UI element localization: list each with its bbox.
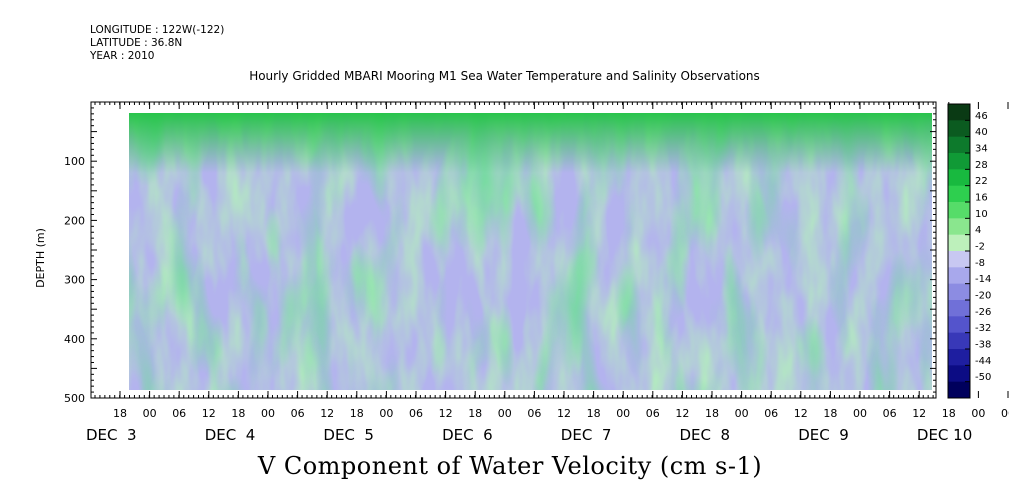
x-day-label: DEC 7 bbox=[561, 426, 612, 444]
x-day-label: DEC 3 bbox=[86, 426, 137, 444]
x-hour-label: 18 bbox=[231, 407, 245, 420]
x-hour-label: 00 bbox=[616, 407, 630, 420]
colorbar-segment bbox=[948, 185, 970, 203]
x-hour-label: 06 bbox=[409, 407, 423, 420]
colorbar-level-label: -38 bbox=[975, 340, 991, 351]
x-axis: 18 00 06 12 18 00 06 12 18 00 06 12 18 00 06 12 18 00 06 12… bbox=[86, 102, 1009, 444]
chart-title: Hourly Gridded MBARI Mooring M1 Sea Wate… bbox=[249, 69, 760, 83]
colorbar-segment bbox=[948, 267, 970, 285]
x-day-label: DEC 5 bbox=[323, 426, 374, 444]
colorbar-segment bbox=[948, 120, 970, 138]
colorbar-level-label: 28 bbox=[975, 160, 988, 171]
colorbar-segment bbox=[948, 283, 970, 301]
x-day-label: DEC 10 bbox=[917, 426, 972, 444]
colorbar-segment bbox=[948, 202, 970, 219]
x-hour-label: 06 bbox=[764, 407, 778, 420]
x-hour-label: 12 bbox=[675, 407, 689, 420]
x-hour-label: 06 bbox=[883, 407, 897, 420]
x-hour-label: 06 bbox=[646, 407, 660, 420]
y-tick-label: 200 bbox=[64, 214, 85, 227]
colorbar-segment bbox=[948, 349, 970, 366]
colorbar-segment bbox=[948, 218, 970, 236]
heatmap-plot-area bbox=[91, 102, 936, 398]
x-hour-label: 06 bbox=[1001, 407, 1009, 420]
x-hour-label: 06 bbox=[172, 407, 186, 420]
x-hour-label: 12 bbox=[202, 407, 216, 420]
colorbar: 46 40 34 28 22 16 10 4 -2 -8 -14 -20 -26 -32 -38 -44 -50 bbox=[947, 103, 991, 399]
main-title: V Component of Water Velocity (cm s-1) bbox=[257, 452, 763, 480]
colorbar-level-label: 46 bbox=[975, 111, 988, 122]
x-day-label: DEC 4 bbox=[205, 426, 256, 444]
x-hour-label: 12 bbox=[557, 407, 571, 420]
x-hour-label: 06 bbox=[527, 407, 541, 420]
colorbar-level-label: -8 bbox=[975, 258, 985, 269]
x-day-label: DEC 6 bbox=[442, 426, 493, 444]
x-hour-label: 12 bbox=[439, 407, 453, 420]
colorbar-level-label: 4 bbox=[975, 225, 981, 236]
colorbar-segment bbox=[948, 365, 970, 383]
x-hour-label: 18 bbox=[705, 407, 719, 420]
colorbar-level-label: 34 bbox=[975, 144, 988, 155]
y-axis-label: DEPTH (m) bbox=[34, 228, 47, 288]
colorbar-level-label: -2 bbox=[975, 242, 985, 253]
colorbar-segment bbox=[948, 300, 970, 317]
x-hour-label: 12 bbox=[794, 407, 808, 420]
x-hour-label: 00 bbox=[735, 407, 749, 420]
colorbar-level-label: -44 bbox=[975, 356, 991, 367]
colorbar-level-label: -32 bbox=[975, 323, 991, 334]
colorbar-segment bbox=[948, 136, 970, 154]
longitude-label: LONGITUDE : 122W(-122) bbox=[90, 24, 225, 36]
x-hour-label: 00 bbox=[853, 407, 867, 420]
colorbar-segment bbox=[948, 316, 970, 334]
y-axis: 100 200 300 400 500 DEPTH (m) bbox=[34, 101, 936, 405]
x-hour-label: 18 bbox=[942, 407, 956, 420]
x-hour-label: 00 bbox=[261, 407, 275, 420]
x-hour-label: 00 bbox=[379, 407, 393, 420]
colorbar-segment bbox=[948, 381, 970, 399]
colorbar-level-label: 16 bbox=[975, 193, 988, 204]
colorbar-segment bbox=[948, 169, 970, 187]
x-hour-label: 00 bbox=[971, 407, 985, 420]
y-tick-label: 100 bbox=[64, 155, 85, 168]
colorbar-level-label: 40 bbox=[975, 127, 988, 138]
colorbar-level-label: -14 bbox=[975, 274, 991, 285]
latitude-label: LATITUDE : 36.8N bbox=[90, 37, 183, 49]
x-hour-label: 00 bbox=[143, 407, 157, 420]
surface-positive-layer bbox=[129, 113, 932, 173]
colorbar-level-label: 22 bbox=[975, 176, 988, 187]
y-tick-label: 400 bbox=[64, 333, 85, 346]
x-day-label: DEC 9 bbox=[798, 426, 849, 444]
x-hour-label: 12 bbox=[320, 407, 334, 420]
x-hour-label: 18 bbox=[113, 407, 127, 420]
x-day-label: DEC 8 bbox=[680, 426, 731, 444]
colorbar-level-label: -26 bbox=[975, 307, 991, 318]
x-hour-label: 00 bbox=[498, 407, 512, 420]
year-label: YEAR : 2010 bbox=[90, 50, 155, 62]
x-hour-label: 18 bbox=[823, 407, 837, 420]
colorbar-segment bbox=[948, 234, 970, 252]
x-hour-label: 18 bbox=[468, 407, 482, 420]
x-hour-label: 18 bbox=[350, 407, 364, 420]
x-hour-label: 12 bbox=[912, 407, 926, 420]
colorbar-level-label: -20 bbox=[975, 291, 991, 302]
colorbar-level-label: -50 bbox=[975, 372, 991, 383]
x-hour-label: 18 bbox=[587, 407, 601, 420]
colorbar-segment bbox=[948, 104, 970, 121]
y-tick-label: 300 bbox=[64, 274, 85, 287]
colorbar-level-label: 10 bbox=[975, 209, 988, 220]
colorbar-segment bbox=[948, 332, 970, 350]
colorbar-segment bbox=[948, 251, 970, 268]
colorbar-segment bbox=[948, 153, 970, 170]
x-hour-label: 06 bbox=[291, 407, 305, 420]
y-tick-label: 500 bbox=[64, 392, 85, 405]
